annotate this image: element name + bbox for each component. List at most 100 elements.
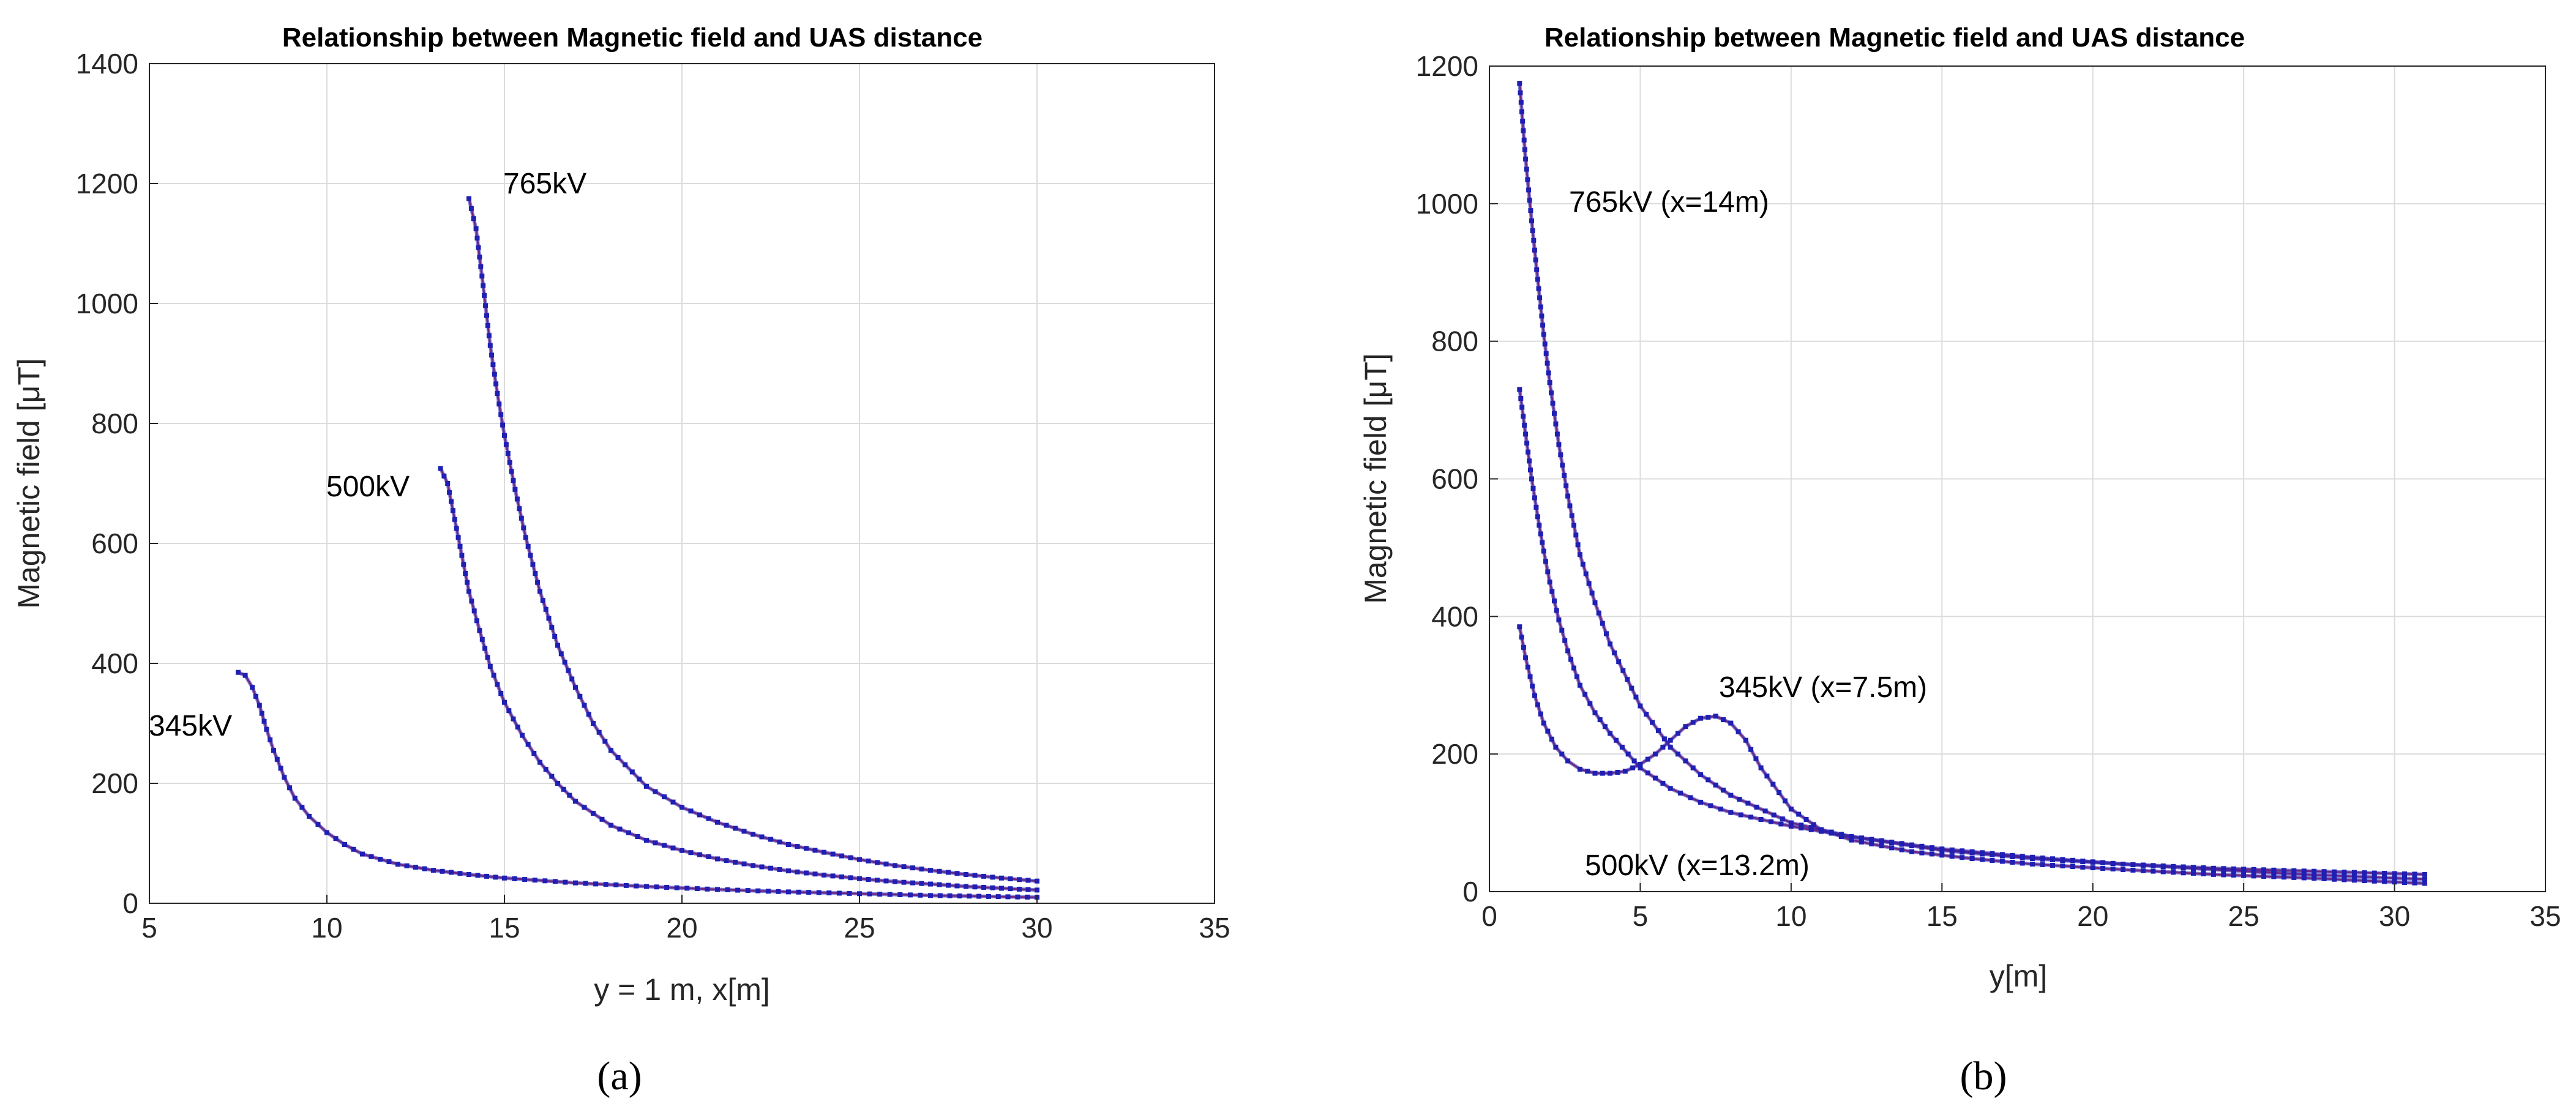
data-point-765kv — [1638, 703, 1643, 709]
data-point-345kv — [1960, 855, 1965, 860]
data-point-765kv — [848, 855, 853, 860]
data-point-500kv — [741, 861, 747, 867]
data-point-765kv — [1540, 323, 1546, 328]
data-point-345kv — [2201, 871, 2206, 876]
data-point-345kv — [684, 886, 690, 891]
data-point-765kv — [502, 433, 507, 438]
data-point-765kv — [777, 839, 782, 845]
y-tick-label: 0 — [122, 887, 138, 919]
data-point-500kv — [1808, 827, 1814, 832]
data-point-500kv — [1939, 846, 1945, 852]
data-point-345kv — [928, 893, 933, 898]
data-point-345kv — [2261, 874, 2266, 879]
data-point-500kv — [1708, 803, 1713, 808]
data-point-765kv — [1532, 247, 1537, 253]
data-point-765kv — [528, 553, 533, 558]
data-point-345kv — [967, 893, 972, 899]
data-point-500kv — [724, 858, 729, 863]
data-point-765kv — [500, 422, 506, 428]
data-point-500kv — [812, 871, 818, 877]
data-point-500kv — [1532, 495, 1537, 501]
data-point-500kv — [1645, 770, 1650, 776]
data-point-765kv — [2382, 871, 2387, 876]
data-point-345kv — [1803, 817, 1809, 822]
data-point-765kv — [476, 245, 481, 250]
data-point-765kv — [1608, 641, 1613, 647]
data-point-765kv — [1553, 421, 1559, 427]
data-point-345kv — [1519, 635, 1524, 640]
data-point-500kv — [715, 856, 720, 862]
data-point-345kv — [256, 703, 262, 708]
data-point-345kv — [613, 882, 619, 887]
data-point-500kv — [2382, 875, 2387, 881]
data-point-500kv — [2100, 860, 2106, 865]
data-point-765kv — [768, 837, 773, 842]
data-point-500kv — [1543, 559, 1548, 564]
data-point-500kv — [1530, 486, 1536, 491]
data-point-765kv — [1522, 147, 1527, 152]
data-point-345kv — [2402, 880, 2407, 885]
data-point-500kv — [2191, 866, 2196, 871]
data-point-345kv — [532, 878, 537, 883]
y-tick-label: 600 — [1431, 463, 1478, 495]
data-point-765kv — [482, 293, 487, 298]
data-point-765kv — [1644, 712, 1649, 717]
data-point-345kv — [995, 894, 1001, 900]
data-point-345kv — [1748, 747, 1754, 752]
data-point-765kv — [484, 313, 489, 318]
chart-panel-a: Relationship between Magnetic field and … — [12, 23, 1230, 1098]
data-point-345kv — [1553, 744, 1559, 750]
data-point-345kv — [1713, 714, 1718, 719]
chart-a-title: Relationship between Magnetic field and … — [282, 23, 983, 53]
data-point-345kv — [292, 796, 298, 801]
data-point-765kv — [1580, 561, 1586, 567]
data-point-765kv — [857, 857, 862, 862]
data-point-500kv — [2372, 874, 2377, 880]
data-point-345kv — [1630, 765, 1636, 770]
data-point-345kv — [806, 890, 812, 895]
data-point-765kv — [1612, 650, 1617, 655]
data-point-345kv — [378, 857, 383, 862]
data-point-765kv — [910, 865, 915, 871]
data-point-500kv — [999, 886, 1004, 891]
data-point-345kv — [1660, 744, 1666, 750]
data-point-500kv — [1538, 531, 1543, 537]
data-point-500kv — [1849, 834, 1854, 840]
data-point-765kv — [1661, 736, 1667, 742]
data-point-345kv — [1532, 693, 1537, 698]
data-point-345kv — [2231, 873, 2236, 878]
data-point-345kv — [877, 892, 883, 897]
data-point-345kv — [422, 866, 427, 871]
data-point-345kv — [1676, 731, 1680, 736]
data-point-765kv — [623, 762, 628, 767]
data-point-500kv — [1638, 765, 1643, 770]
data-point-500kv — [498, 691, 504, 696]
data-point-345kv — [1645, 756, 1650, 762]
data-point-765kv — [543, 606, 549, 612]
data-point-345kv — [1527, 674, 1533, 679]
data-point-345kv — [816, 890, 822, 895]
data-point-765kv — [1554, 431, 1560, 437]
data-point-500kv — [786, 868, 791, 874]
data-point-500kv — [2271, 870, 2277, 876]
data-point-765kv — [733, 826, 738, 831]
data-point-765kv — [562, 660, 567, 665]
data-point-345kv — [1764, 774, 1770, 779]
data-point-345kv — [1788, 807, 1794, 812]
data-point-500kv — [1778, 821, 1784, 827]
data-point-765kv — [512, 487, 518, 492]
data-point-765kv — [555, 643, 560, 648]
data-point-345kv — [2271, 874, 2277, 879]
data-point-765kv — [1525, 177, 1530, 182]
data-point-765kv — [477, 255, 482, 259]
data-point-345kv — [1758, 765, 1764, 770]
data-point-345kv — [1549, 736, 1554, 742]
data-point-765kv — [2321, 869, 2327, 874]
data-point-765kv — [724, 822, 729, 828]
data-point-765kv — [1721, 788, 1726, 793]
data-point-500kv — [452, 516, 457, 522]
data-point-500kv — [653, 840, 658, 846]
data-point-765kv — [990, 874, 995, 880]
data-point-500kv — [479, 636, 485, 642]
data-point-765kv — [1676, 751, 1680, 757]
